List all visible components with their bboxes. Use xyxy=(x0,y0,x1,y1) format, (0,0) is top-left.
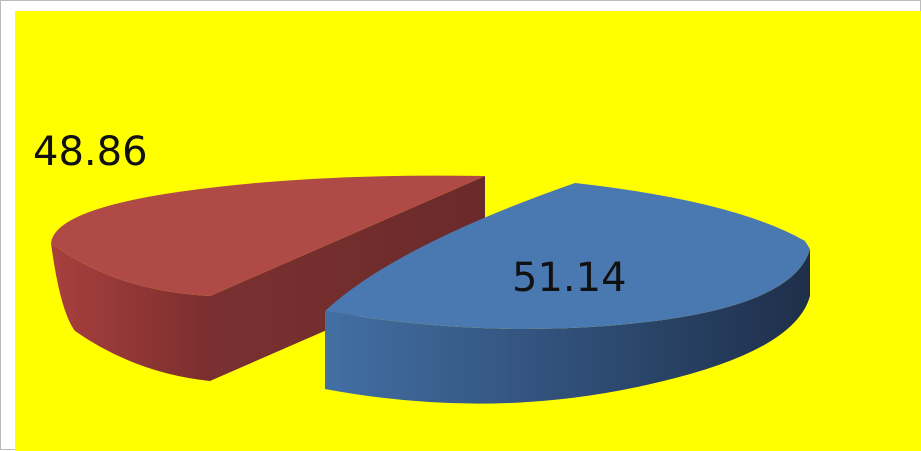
pie-slice-51-14 xyxy=(325,183,810,404)
pie-chart: 48.86 51.14 xyxy=(15,11,921,451)
slice-blue-outer-side xyxy=(325,249,810,404)
data-label-51-14: 51.14 xyxy=(512,255,627,301)
slice-red-cut-face xyxy=(210,176,485,381)
slice-red-top xyxy=(51,175,485,296)
slice-blue-top xyxy=(325,183,810,329)
data-label-48-86: 48.86 xyxy=(33,129,148,175)
pie-slice-48-86 xyxy=(51,175,485,381)
plot-area: 48.86 51.14 xyxy=(15,11,921,451)
slice-red-outer-side xyxy=(51,243,210,381)
